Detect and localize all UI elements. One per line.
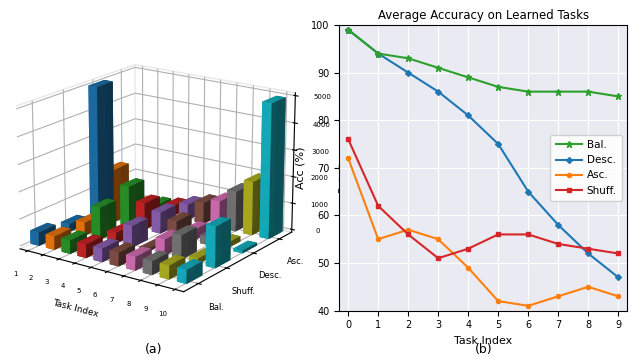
Shuff. [524,232,532,237]
Shuff. [584,247,592,251]
Shuff. [465,247,472,251]
Shuff. [614,251,622,256]
Desc. [465,113,472,117]
Desc. [344,27,352,32]
Asc. [404,227,412,232]
Asc. [344,156,352,160]
Bal. [465,75,472,80]
Desc. [374,51,382,56]
Asc. [494,299,502,303]
Line: Shuff.: Shuff. [346,137,620,260]
Line: Asc.: Asc. [346,156,620,308]
Bal. [404,56,412,60]
Shuff. [554,242,562,246]
Shuff. [404,232,412,237]
Bal. [554,90,562,94]
Text: (a): (a) [145,343,163,356]
Legend: Bal., Desc., Asc., Shuff.: Bal., Desc., Asc., Shuff. [550,135,622,201]
Asc. [435,237,442,241]
Shuff. [435,256,442,260]
Asc. [584,285,592,289]
Shuff. [344,137,352,141]
X-axis label: Task Index: Task Index [454,336,513,346]
Bal. [344,27,352,32]
Asc. [554,294,562,298]
X-axis label: Task Index: Task Index [52,299,100,320]
Desc. [494,142,502,146]
Y-axis label: Acc (%): Acc (%) [296,146,305,189]
Asc. [524,304,532,308]
Line: Desc.: Desc. [346,27,620,280]
Line: Bal.: Bal. [345,26,621,100]
Asc. [614,294,622,298]
Asc. [374,237,382,241]
Asc. [465,266,472,270]
Desc. [584,251,592,256]
Text: (b): (b) [474,343,492,356]
Desc. [404,70,412,75]
Bal. [494,85,502,89]
Shuff. [374,204,382,208]
Desc. [614,275,622,280]
Bal. [614,94,622,99]
Bal. [584,90,592,94]
Bal. [374,51,382,56]
Bal. [524,90,532,94]
Desc. [435,90,442,94]
Title: Average Accuracy on Learned Tasks: Average Accuracy on Learned Tasks [378,9,589,22]
Shuff. [494,232,502,237]
Desc. [524,190,532,194]
Desc. [554,223,562,227]
Bal. [435,66,442,70]
